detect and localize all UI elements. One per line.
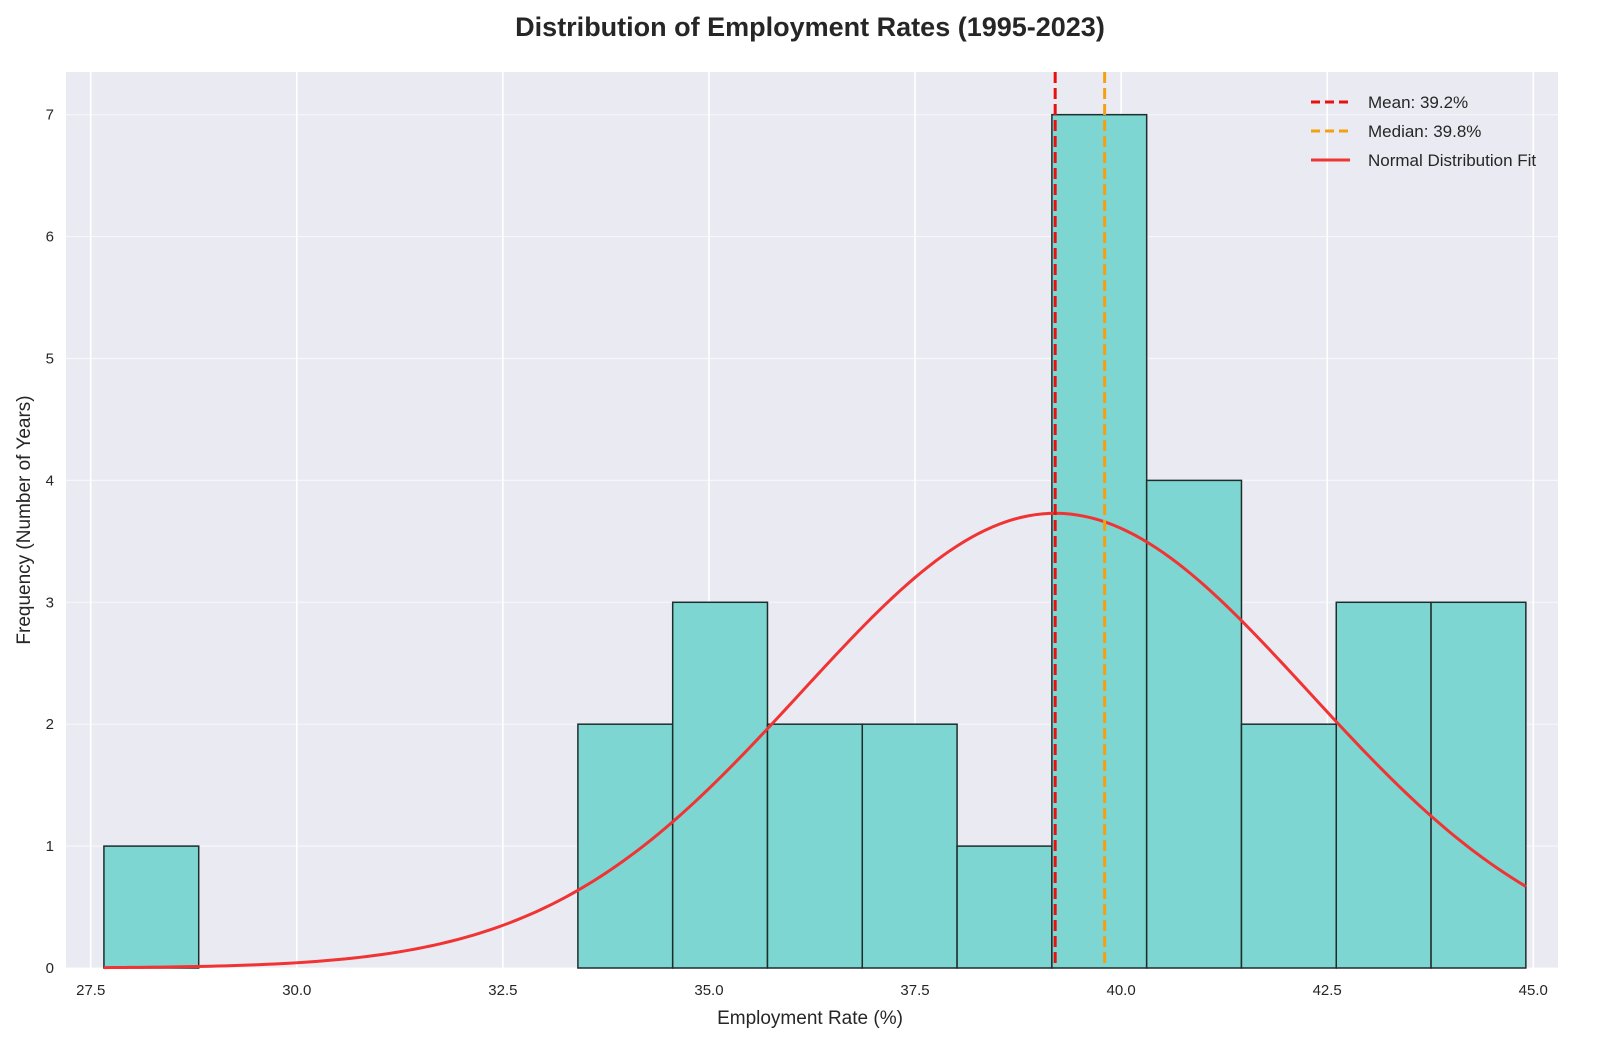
histogram-bar [1430,601,1527,969]
chart-title: Distribution of Employment Rates (1995-2… [515,12,1105,42]
histogram-bar [1240,723,1338,969]
x-tick-label: 27.5 [76,982,105,999]
x-tick-label: 35.0 [694,982,723,999]
legend-label: Mean: 39.2% [1368,93,1468,112]
y-tick-label: 6 [46,229,54,246]
legend-label: Median: 39.8% [1368,122,1481,141]
legend-label: Normal Distribution Fit [1368,151,1536,170]
legend: Mean: 39.2% Median: 39.8% Normal Distribut… [1311,93,1536,170]
histogram-bars [103,113,1527,969]
histogram-bar [956,845,1053,969]
histogram-bar [861,723,958,969]
reference-lines [103,72,1527,970]
y-tick-label: 1 [46,838,54,855]
y-axis-label: Frequency (Number of Years) [14,395,35,644]
x-tick-label: 40.0 [1107,982,1136,999]
y-tick-label: 4 [46,472,54,489]
x-tick-label: 42.5 [1313,982,1342,999]
x-axis-ticks: 27.5 30.0 32.5 35.0 37.5 40.0 42.5 45.0 [76,982,1548,999]
y-tick-label: 7 [46,107,54,124]
y-tick-label: 0 [46,960,54,977]
y-tick-label: 2 [46,716,54,733]
histogram-bar [1145,479,1243,969]
y-tick-label: 5 [46,350,54,367]
x-tick-label: 37.5 [900,982,929,999]
x-axis-label: Employment Rate (%) [717,1008,903,1029]
y-tick-label: 3 [46,594,54,611]
histogram-bar [766,723,864,969]
histogram-bar [577,723,674,969]
x-tick-label: 45.0 [1519,982,1548,999]
normal-fit-curve [103,511,1527,970]
x-tick-label: 32.5 [488,982,517,999]
histogram-bar [1051,113,1148,969]
x-tick-label: 30.0 [282,982,311,999]
y-axis-ticks: 0 1 2 3 4 5 6 7 [46,107,54,977]
histogram-bar [1335,601,1432,969]
histogram-bar [671,601,769,969]
histogram-bar [103,845,200,969]
